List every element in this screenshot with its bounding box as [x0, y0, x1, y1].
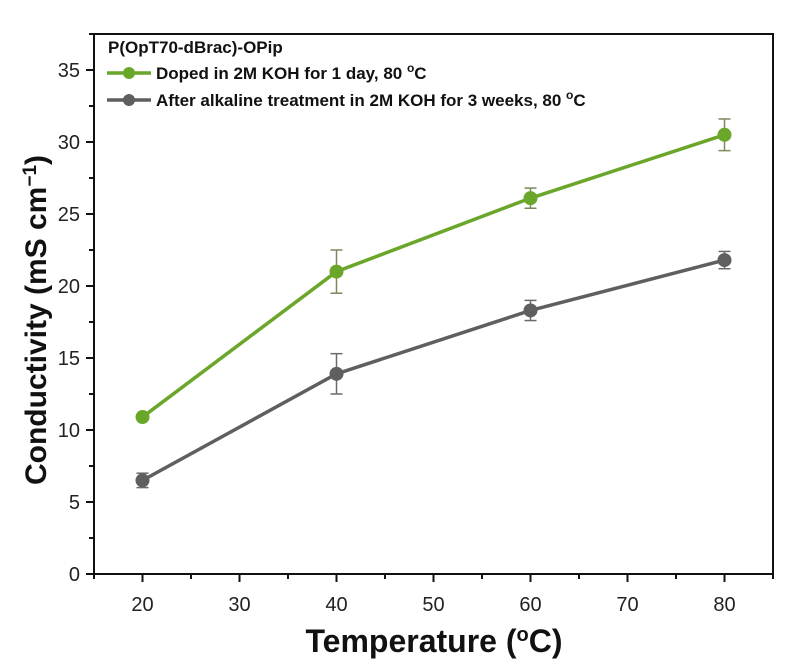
y-tick-label: 15 [58, 348, 80, 370]
x-tick-label: 70 [616, 594, 638, 616]
x-tick-label: 40 [325, 594, 347, 616]
legend-label: After alkaline treatment in 2M KOH for 3… [156, 88, 586, 110]
data-point [135, 473, 150, 488]
y-axis-title: Conductivity (mS cm−1) [20, 155, 54, 485]
series-line [141, 133, 726, 419]
plot-frame [93, 33, 774, 575]
y-tick-label: 25 [58, 204, 80, 226]
x-tick-label: 20 [131, 594, 153, 616]
x-tick-label: 30 [228, 594, 250, 616]
y-tick-label: 0 [69, 564, 80, 586]
y-tick-label: 10 [58, 420, 80, 442]
x-tick-label: 50 [422, 594, 444, 616]
legend-item-1: Doped in 2M KOH for 1 day, 80 oC [107, 61, 427, 83]
data-point [329, 366, 344, 381]
legend-marker [123, 67, 135, 79]
legend-title: P(OpT70-dBrac)-OPip [108, 38, 283, 57]
y-tick-label: 35 [58, 60, 80, 82]
series-2 [135, 250, 732, 489]
data-point [523, 191, 538, 206]
series-layer [135, 118, 732, 489]
y-tick-label: 20 [58, 276, 80, 298]
legend-item-2: After alkaline treatment in 2M KOH for 3… [107, 88, 586, 110]
y-tick-label: 30 [58, 132, 80, 154]
legend: P(OpT70-dBrac)-OPip Doped in 2M KOH for … [107, 38, 586, 110]
series-line [141, 258, 725, 482]
x-tick-label: 60 [519, 594, 541, 616]
data-point [329, 264, 344, 279]
data-point [717, 127, 732, 142]
x-tick-label: 80 [713, 594, 735, 616]
legend-label: Doped in 2M KOH for 1 day, 80 oC [156, 61, 427, 83]
series-1 [135, 118, 732, 425]
axes: 20 30 40 50 60 70 80 0 5 10 15 20 25 30 35 [58, 33, 774, 616]
data-point [135, 410, 150, 425]
x-axis-title: Temperature (oC) [306, 623, 563, 659]
data-point [717, 253, 732, 268]
legend-marker [123, 94, 135, 106]
y-tick-label: 5 [69, 492, 80, 514]
data-point [523, 303, 538, 318]
